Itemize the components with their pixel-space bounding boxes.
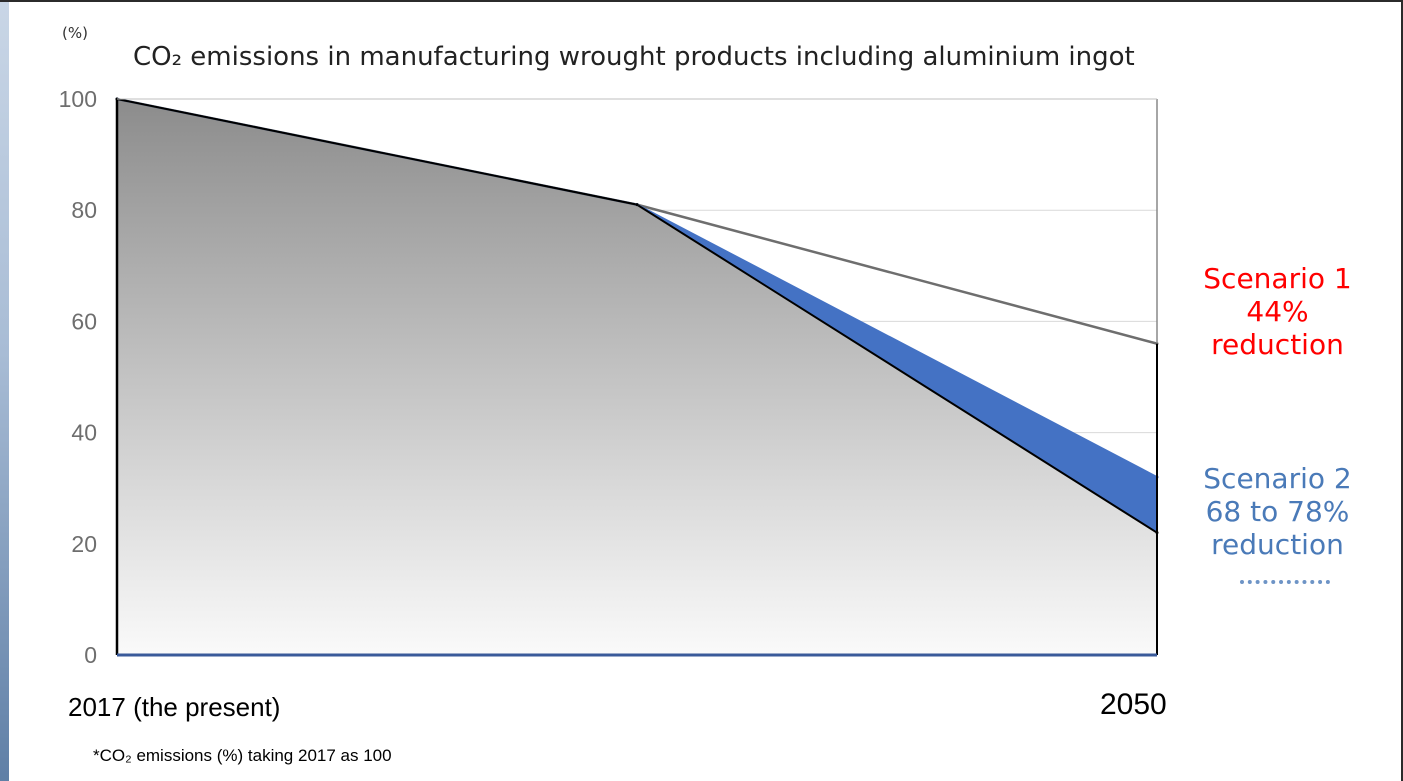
y-tick-label-60: 60 xyxy=(71,308,97,334)
y-tick-label-0: 0 xyxy=(84,642,97,668)
y-tick-label-100: 100 xyxy=(59,86,97,112)
emissions-area xyxy=(117,99,1157,655)
y-tick-label-40: 40 xyxy=(71,420,97,446)
scenario-1-reduction: reduction xyxy=(1211,328,1344,361)
clipped-text-remnant xyxy=(1240,580,1330,590)
x-end-label: 2050 xyxy=(1100,688,1167,721)
scenario-2-label: Scenario 2 xyxy=(1203,462,1352,495)
chart-title: CO₂ emissions in manufacturing wrought p… xyxy=(133,42,1135,72)
footnote: *CO₂ emissions (%) taking 2017 as 100 xyxy=(93,746,392,765)
y-tick-label-80: 80 xyxy=(71,197,97,223)
y-unit-label: (%) xyxy=(62,24,88,42)
scenario-1-label: Scenario 1 xyxy=(1203,262,1352,295)
y-tick-label-20: 20 xyxy=(71,531,97,557)
data-point-s3-1 xyxy=(635,203,639,207)
scenario-1-percent: 44% xyxy=(1246,295,1309,328)
scenario-1-annotation: Scenario 1 44% reduction xyxy=(1180,262,1375,361)
x-start-label: 2017 (the present) xyxy=(68,692,281,722)
left-decorative-edge xyxy=(0,2,9,781)
scenario-2-annotation: Scenario 2 68 to 78% reduction xyxy=(1180,462,1375,561)
scenario-2-reduction: reduction xyxy=(1211,528,1344,561)
scenario-2-percent: 68 to 78% xyxy=(1205,495,1350,528)
